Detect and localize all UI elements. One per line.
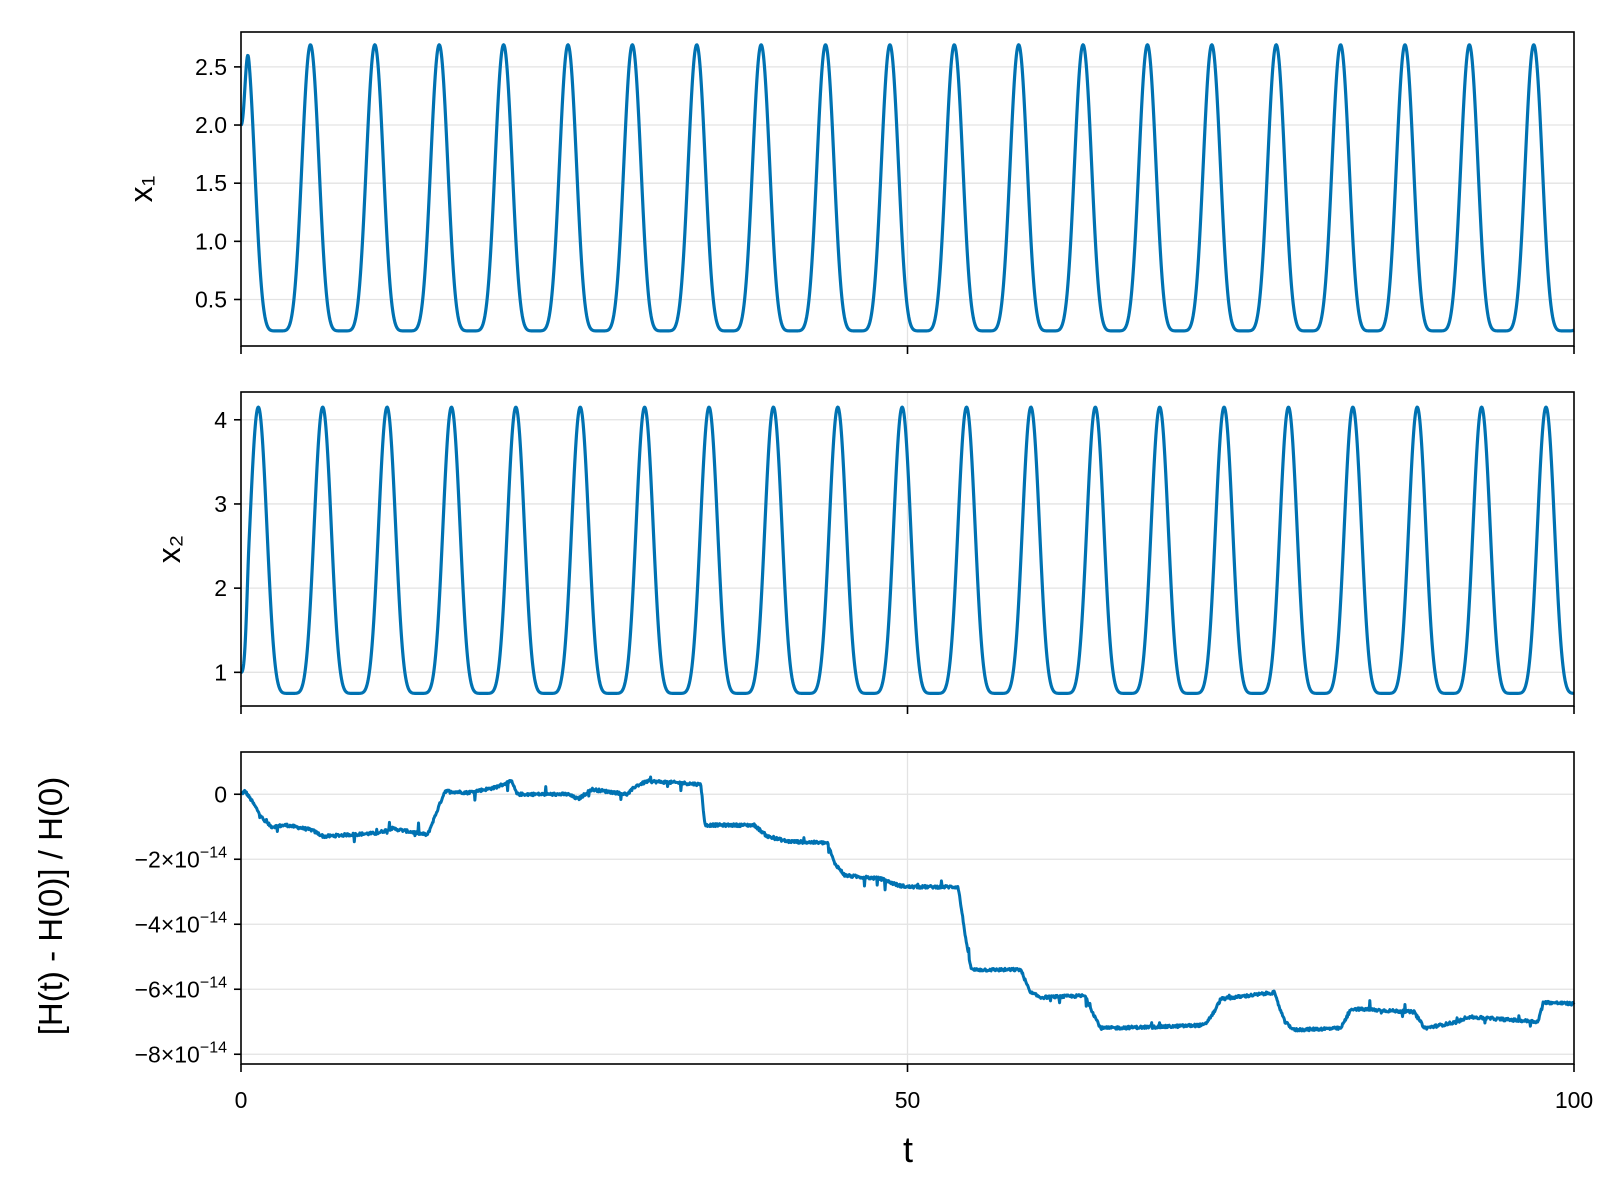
ytick-label: 0 [214, 781, 227, 807]
ytick-label: 2.0 [195, 112, 227, 138]
panel-energy-error-yticks: 0 −2×10−14 −4×10−14 −6×10−14 −8×10−14 [135, 781, 241, 1067]
panel-energy-error-grid [241, 752, 1574, 1064]
ytick-label: 1.5 [195, 170, 227, 196]
panel-x2: 1 2 3 4 x₂ [151, 391, 1576, 714]
panel-x1-xticks [240, 346, 1575, 354]
ytick-label: −4×10−14 [135, 909, 227, 937]
ytick-label: 2.5 [195, 54, 227, 80]
ytick-label: 3 [214, 491, 227, 517]
ytick-label: 4 [214, 407, 227, 433]
ytick-label: 0.5 [195, 286, 227, 312]
ytick-label: 1 [214, 659, 227, 685]
energy-error-axis-label: [H(t) - H(0)] / H(0) [32, 777, 69, 1035]
x1-series-line [239, 43, 1576, 333]
panel-x2-yticks: 1 2 3 4 [214, 407, 241, 685]
panel-energy-error: 0 −2×10−14 −4×10−14 −6×10−14 −8×10−14 0 50 100… [32, 751, 1593, 1113]
ytick-label: −6×10−14 [135, 974, 227, 1002]
panel-x2-xticks [240, 706, 1575, 714]
energy-error-series-line [240, 775, 1576, 1033]
panel-x1: 0.5 1.0 1.5 2.0 2.5 x₁ [123, 31, 1576, 354]
xtick-label: 0 [235, 1087, 248, 1113]
panel-x1-yticks: 0.5 1.0 1.5 2.0 2.5 [195, 54, 241, 312]
ytick-label: 2 [214, 575, 227, 601]
x1-axis-label: x₁ [123, 176, 159, 203]
x-axis-label: t [903, 1129, 913, 1170]
xtick-label: 50 [895, 1087, 921, 1113]
ytick-label: 1.0 [195, 228, 227, 254]
xtick-label: 100 [1555, 1087, 1593, 1113]
panel-x1-grid [241, 32, 1574, 346]
x2-axis-label: x₂ [151, 535, 187, 563]
ytick-label: −8×10−14 [135, 1039, 227, 1067]
x2-series-line [239, 405, 1576, 695]
panel-energy-error-xticks: 0 50 100 [235, 1064, 1593, 1113]
ytick-label: −2×10−14 [135, 844, 227, 872]
